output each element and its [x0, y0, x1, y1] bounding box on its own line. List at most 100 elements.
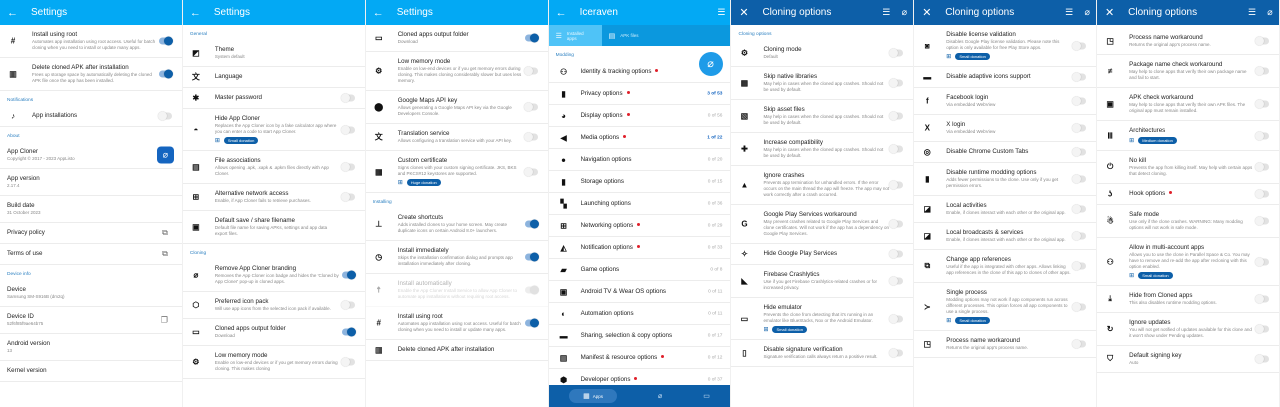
list-item[interactable]: ▬ Sharing, selection & copy options 0 of 1… [548, 325, 731, 347]
toggle-switch[interactable] [524, 318, 539, 328]
toggle-switch[interactable] [1255, 189, 1270, 199]
back-arrow-icon[interactable]: ← [7, 6, 18, 19]
toggle-switch[interactable] [1072, 96, 1087, 106]
toggle-switch[interactable] [157, 111, 172, 121]
list-item[interactable]: App Cloner Copyright © 2017 - 2023 AppLis… [0, 142, 182, 169]
settings-list[interactable]: Modding ⚇ Identity & tracking options ▮ Priv… [548, 46, 731, 385]
list-item[interactable]: ◩ Theme System default [182, 40, 365, 67]
clone-fab-button[interactable]: ⌀ [698, 52, 723, 76]
list-item[interactable]: ◷ Install immediately Skips the installati… [365, 241, 548, 274]
list-item[interactable]: 文 Translation service Allows configuring a… [365, 124, 548, 151]
list-item[interactable]: ⊥ Create shortcuts Adds installed clones t… [365, 208, 548, 241]
toggle-switch[interactable] [341, 327, 356, 337]
list-item[interactable]: Terms of use ⧉ [0, 244, 182, 265]
list-item[interactable]: G Google Play Services workaround May prev… [731, 205, 914, 244]
bottom-nav-apps[interactable]: ▦ Apps [569, 389, 617, 403]
toggle-switch[interactable] [340, 125, 355, 134]
list-item[interactable]: ♪ App installations [0, 106, 182, 127]
toggle-switch[interactable] [340, 192, 355, 202]
toggle-switch[interactable] [889, 276, 904, 286]
toggle-switch[interactable] [1255, 257, 1270, 266]
toggle-switch[interactable] [889, 219, 904, 229]
list-item[interactable]: ⤓ Hide from Cloned apps This also disables… [1097, 286, 1280, 313]
tab-apk-files[interactable]: ▤ APK files [602, 25, 646, 46]
toggle-switch[interactable] [524, 252, 539, 262]
filter-search-icon[interactable]: ☰ [717, 7, 726, 17]
toggle-switch[interactable] [1255, 66, 1270, 76]
list-item[interactable]: ▦ Skip native libraries May help in cases … [731, 67, 914, 100]
list-item[interactable]: f Facebook login Via embedded WebView [914, 88, 1097, 115]
toggle-switch[interactable] [524, 219, 539, 229]
toggle-switch[interactable] [1255, 99, 1270, 109]
list-item[interactable]: ◪ Local activities Enable, if clones inter… [914, 196, 1097, 223]
toggle-switch[interactable] [340, 300, 355, 310]
close-icon[interactable]: ✕ [739, 7, 749, 19]
list-item[interactable]: ▭ Cloned apps output folder Download [365, 25, 548, 52]
toggle-switch[interactable] [523, 66, 538, 76]
list-item[interactable]: ⚇ Identity & tracking options [548, 61, 731, 83]
list-item[interactable]: Build date 31 October 2023 [0, 196, 182, 223]
toggle-switch[interactable] [1072, 123, 1087, 133]
list-item[interactable]: ▤ File associations Allows opening .apk, .… [182, 151, 365, 184]
list-item[interactable]: ◳ Process name workaround Returns the orig… [914, 331, 1097, 358]
list-item[interactable]: ● Navigation options 0 of 20 [548, 149, 731, 171]
list-item[interactable]: ⧉ Change app references Useful if the app … [914, 250, 1097, 283]
toggle-switch[interactable] [158, 36, 173, 46]
list-item[interactable]: ⚙ Low memory mode Enable on low-end device… [182, 346, 365, 379]
toggle-switch[interactable] [1255, 294, 1270, 304]
toggle-switch[interactable] [889, 48, 904, 58]
toggle-switch[interactable] [341, 270, 356, 280]
list-item[interactable]: ▤ Manifest & resource options 0 of 12 [548, 347, 731, 369]
list-item[interactable]: App version 2.17.4 [0, 169, 182, 196]
list-item[interactable]: ⬡ Preferred icon pack Will use app icons f… [182, 292, 365, 319]
list-item[interactable]: ⏻ No kill Prevents the app from killing it… [1097, 151, 1280, 184]
list-item[interactable]: ▮ Disable runtime modding options Adds few… [914, 163, 1097, 196]
open-external-icon[interactable]: ⧉ [162, 249, 168, 258]
list-item[interactable]: ≻ Single process Modding options may not w… [914, 283, 1097, 331]
list-item[interactable]: ✚ Increase compatibility May help in cases… [731, 133, 914, 166]
list-item[interactable]: ◙ Disable license validation Disables Goog… [914, 25, 1097, 67]
settings-list[interactable]: Cloning options ⚙ Cloning mode Default ▦ Skip… [731, 25, 914, 385]
list-item[interactable]: ⛉ Default signing key Auto [1097, 346, 1280, 373]
filter-search-icon[interactable]: ☰ [1065, 7, 1074, 17]
toggle-switch[interactable] [1255, 36, 1270, 46]
list-item[interactable]: Device Samsung SM-S916B (dm2q) [0, 280, 182, 307]
list-item[interactable]: ▥ Delete cloned APK after installation [365, 340, 548, 361]
copy-icon[interactable]: ❐ [160, 315, 168, 325]
settings-list[interactable]: ◙ Disable license validation Disables Goog… [914, 25, 1097, 385]
list-item[interactable]: ▣ Default save / share filename Default fi… [182, 211, 365, 244]
list-item[interactable]: 文 Language [182, 67, 365, 88]
toggle-switch[interactable] [340, 357, 355, 367]
toggle-switch[interactable] [1072, 302, 1087, 311]
toggle-switch[interactable] [1072, 261, 1087, 271]
toggle-switch[interactable] [340, 162, 355, 172]
back-arrow-icon[interactable]: ← [189, 6, 201, 19]
list-item[interactable]: ◭ Notification options 0 of 33 [548, 237, 731, 259]
clone-icon[interactable]: ⌀ [901, 7, 907, 17]
list-item[interactable]: ⊞ Networking options 0 of 29 [548, 215, 731, 237]
back-arrow-icon[interactable]: ← [555, 6, 567, 19]
list-item[interactable]: ◪ Local broadcasts & services Enable, if c… [914, 223, 1097, 250]
filter-search-icon[interactable]: ☰ [1247, 7, 1257, 17]
list-item[interactable]: Android version 13 [0, 334, 182, 361]
list-item[interactable]: ▭ Cloned apps output folder Download [182, 319, 365, 346]
toggle-switch[interactable] [1255, 354, 1270, 364]
toggle-switch[interactable] [1072, 174, 1087, 184]
back-arrow-icon[interactable]: ← [372, 6, 384, 19]
toggle-switch[interactable] [1072, 204, 1087, 214]
list-item[interactable]: ▭ Hide emulator Prevents the clone from de… [731, 298, 914, 340]
list-item[interactable]: ≠ Package name check workaround May help t… [1097, 55, 1280, 88]
toggle-switch[interactable] [523, 167, 538, 176]
toggle-switch[interactable] [889, 111, 904, 121]
tab-installed-apps[interactable]: ☰ Installed apps [548, 25, 602, 46]
bottom-nav-clone[interactable]: ⌀ [658, 392, 662, 400]
bottom-nav-card[interactable]: ▭ [703, 392, 710, 400]
list-item[interactable]: ✧ Hide Google Play Services [731, 244, 914, 265]
toggle-switch[interactable] [340, 93, 355, 103]
list-item[interactable]: ◓ Hide App Cloner Replaces the App Cloner … [182, 109, 365, 151]
list-item[interactable]: ◀ Media options 1 of 22 [548, 127, 731, 149]
list-item[interactable]: ↻ Ignore updates You will not get notified… [1097, 313, 1280, 346]
toggle-switch[interactable] [1255, 162, 1270, 172]
toggle-switch[interactable] [1072, 41, 1087, 50]
list-item[interactable]: ⬢ Developer options 0 of 37 [549, 369, 731, 385]
